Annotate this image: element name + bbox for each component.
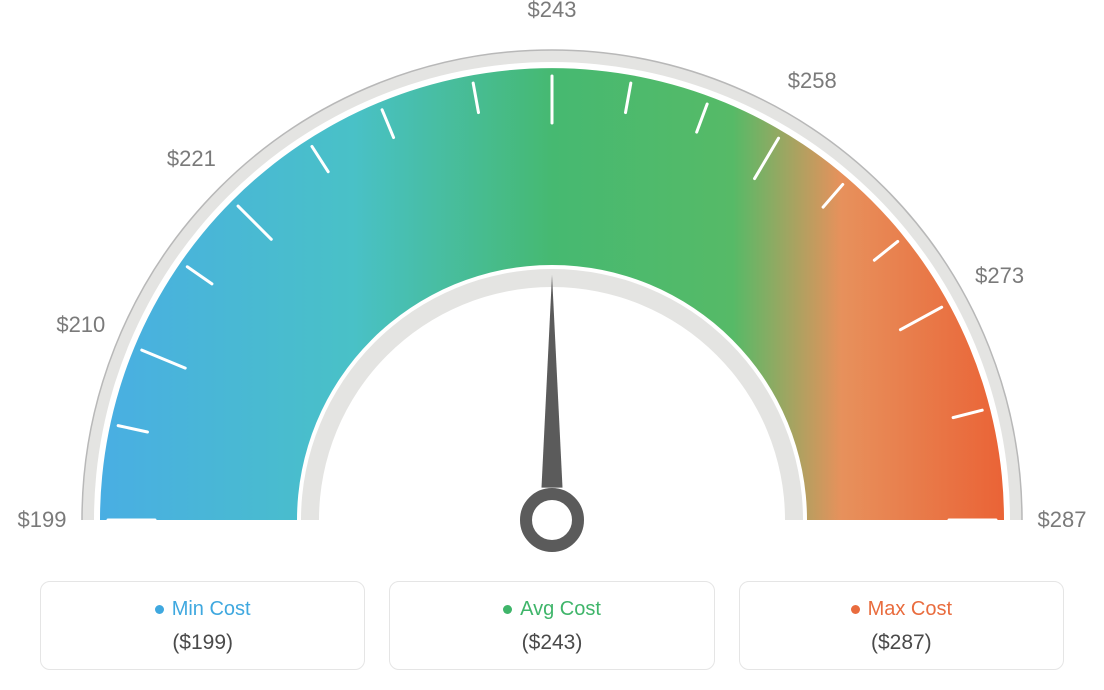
legend-row: Min Cost ($199) Avg Cost ($243) Max Cost… [40,581,1064,670]
cost-gauge-container: $199 $210 $221 $243 $258 $273 $287 Min Cost ($… [0,0,1104,690]
legend-avg-value: ($243) [400,631,703,655]
gauge-tick-label: $258 [788,68,837,94]
legend-avg-dot-icon [503,605,512,614]
gauge-tick-label: $210 [56,312,105,338]
gauge-chart: $199 $210 $221 $243 $258 $273 $287 [0,0,1104,570]
gauge-tick-label: $287 [1038,507,1087,533]
legend-max-value: ($287) [750,631,1053,655]
gauge-tick-label: $243 [528,0,577,23]
legend-min-dot-icon [155,605,164,614]
gauge-tick-label: $199 [18,507,67,533]
legend-min-card: Min Cost ($199) [40,581,365,670]
legend-min-label: Min Cost [172,598,251,621]
legend-max-label: Max Cost [868,598,952,621]
legend-avg-card: Avg Cost ($243) [389,581,714,670]
legend-max-title: Max Cost [851,598,952,621]
legend-avg-label: Avg Cost [520,598,601,621]
legend-min-title: Min Cost [155,598,251,621]
gauge-tick-label: $221 [167,146,216,172]
legend-min-value: ($199) [51,631,354,655]
gauge-tick-label: $273 [975,263,1024,289]
legend-avg-title: Avg Cost [503,598,601,621]
legend-max-dot-icon [851,605,860,614]
legend-max-card: Max Cost ($287) [739,581,1064,670]
